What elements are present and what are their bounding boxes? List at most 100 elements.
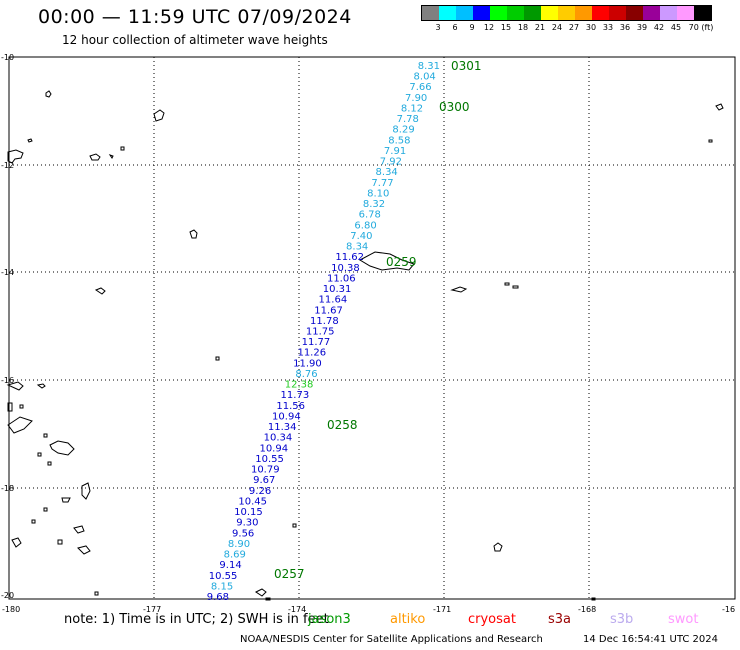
island-shape	[7, 149, 24, 164]
swh-value: 11.26	[297, 348, 326, 359]
swh-value: 10.15	[234, 507, 263, 518]
swh-track: 8.318.047.667.908.127.788.298.587.917.92…	[207, 61, 440, 603]
legend-swatch	[626, 6, 643, 20]
graticule	[9, 57, 735, 599]
time-stamp: 0259	[386, 255, 417, 269]
swh-value: 11.67	[314, 305, 343, 316]
swh-value: 8.34	[376, 167, 398, 178]
island-shape	[81, 482, 91, 500]
lon-label: -16	[722, 605, 735, 614]
lat-label: -18	[1, 484, 14, 493]
lon-label: -174	[288, 605, 306, 614]
lat-label: -20	[1, 591, 14, 600]
satellite-altiko: altiko	[390, 612, 426, 627]
island-shape	[108, 154, 114, 159]
legend-swatch	[473, 6, 490, 20]
swh-value: 6.78	[359, 210, 381, 221]
latitude-labels: -10 -12 -14 -16 -18 -20	[1, 53, 14, 600]
legend-label: 3	[435, 23, 441, 32]
swh-value: 9.56	[232, 528, 254, 539]
swh-value: 8.31	[418, 61, 440, 72]
swh-value: 8.29	[392, 125, 414, 136]
legend-swatch	[558, 6, 575, 20]
swh-value: 10.79	[251, 465, 280, 476]
swh-value: 10.34	[264, 433, 293, 444]
swh-value: 11.62	[335, 252, 364, 263]
legend-label: 6	[452, 23, 458, 32]
swh-value: 9.26	[249, 486, 271, 497]
legend-swatch	[575, 6, 592, 20]
island-shape	[89, 153, 101, 161]
lat-label: -16	[1, 376, 14, 385]
island-shape	[215, 356, 220, 361]
lat-label: -12	[1, 161, 14, 170]
satellite-jason3: jason3	[308, 612, 351, 627]
legend-label: 70 (ft)	[688, 23, 714, 32]
swh-value: 11.34	[268, 422, 297, 433]
legend-label: 33	[602, 23, 614, 32]
swh-value: 11.64	[319, 295, 348, 306]
swh-value: 8.10	[367, 188, 389, 199]
legend-swatch	[592, 6, 609, 20]
lon-label: -177	[143, 605, 161, 614]
lat-label: -14	[1, 268, 14, 277]
island-shape	[120, 146, 125, 151]
swh-value: 11.78	[310, 316, 339, 327]
legend-label: 12	[483, 23, 495, 32]
legend-label: 27	[568, 23, 580, 32]
map-title: 00:00 — 11:59 UTC 07/09/2024	[38, 6, 352, 28]
satellite-swot: swot	[668, 612, 699, 627]
swh-value: 7.78	[397, 114, 419, 125]
island-shape	[591, 597, 596, 601]
coastlines	[6, 90, 724, 601]
swh-value: 7.90	[405, 93, 427, 104]
swh-value: 9.68	[207, 592, 229, 603]
legend-label: 36	[619, 23, 631, 32]
swh-value: 11.77	[302, 337, 331, 348]
swh-value: 11.06	[327, 273, 356, 284]
swh-value: 8.58	[388, 135, 410, 146]
swh-value: 6.80	[354, 220, 376, 231]
legend-swatch	[660, 6, 677, 20]
island-shape	[11, 537, 91, 555]
legend-swatch	[456, 6, 473, 20]
legend-swatch	[643, 6, 660, 20]
legend-swatch	[694, 6, 711, 20]
note-text: note: 1) Time is in UTC; 2) SWH is in fe…	[64, 612, 329, 627]
island-shape	[189, 229, 198, 239]
legend-swatch	[439, 6, 456, 20]
swh-value: 10.94	[272, 412, 301, 423]
swh-value: 9.67	[253, 475, 275, 486]
map-subtitle: 12 hour collection of altimeter wave hei…	[62, 33, 328, 47]
legend-label: 30	[585, 23, 597, 32]
swh-value: 10.55	[209, 571, 238, 582]
island-shape	[94, 287, 106, 295]
satellite-s3b: s3b	[610, 612, 634, 627]
swh-value: 11.73	[281, 390, 310, 401]
island-shape	[153, 109, 165, 122]
lon-label: -171	[433, 605, 451, 614]
time-stamps: 0301 0300 0259 0258 0257	[274, 59, 482, 581]
longitude-labels: -180 -177 -174 -171 -168 -16	[2, 605, 735, 614]
swh-value: 11.56	[276, 401, 305, 412]
island-shape	[7, 416, 33, 434]
legend-label: 15	[500, 23, 512, 32]
island-shape	[493, 542, 503, 552]
swh-value: 10.38	[331, 263, 360, 274]
island-shape	[31, 507, 85, 534]
island-shape	[450, 286, 468, 293]
legend-labels: 3 6 9 12 15 18 21 24 27 30 33 36 39 42 45 70 (ft)	[421, 21, 713, 35]
swh-value: 8.12	[401, 104, 423, 115]
legend-swatch	[490, 6, 507, 20]
island-shape	[6, 381, 46, 391]
swh-value: 8.76	[295, 369, 317, 380]
swh-value: 8.32	[363, 199, 385, 210]
time-stamp: 0300	[439, 100, 470, 114]
swh-value: 7.77	[371, 178, 393, 189]
swh-value: 9.14	[219, 560, 241, 571]
legend-label: 24	[551, 23, 563, 32]
island-shape	[504, 282, 519, 289]
legend-label: 9	[469, 23, 475, 32]
satellite-cryosat: cryosat	[468, 612, 516, 627]
